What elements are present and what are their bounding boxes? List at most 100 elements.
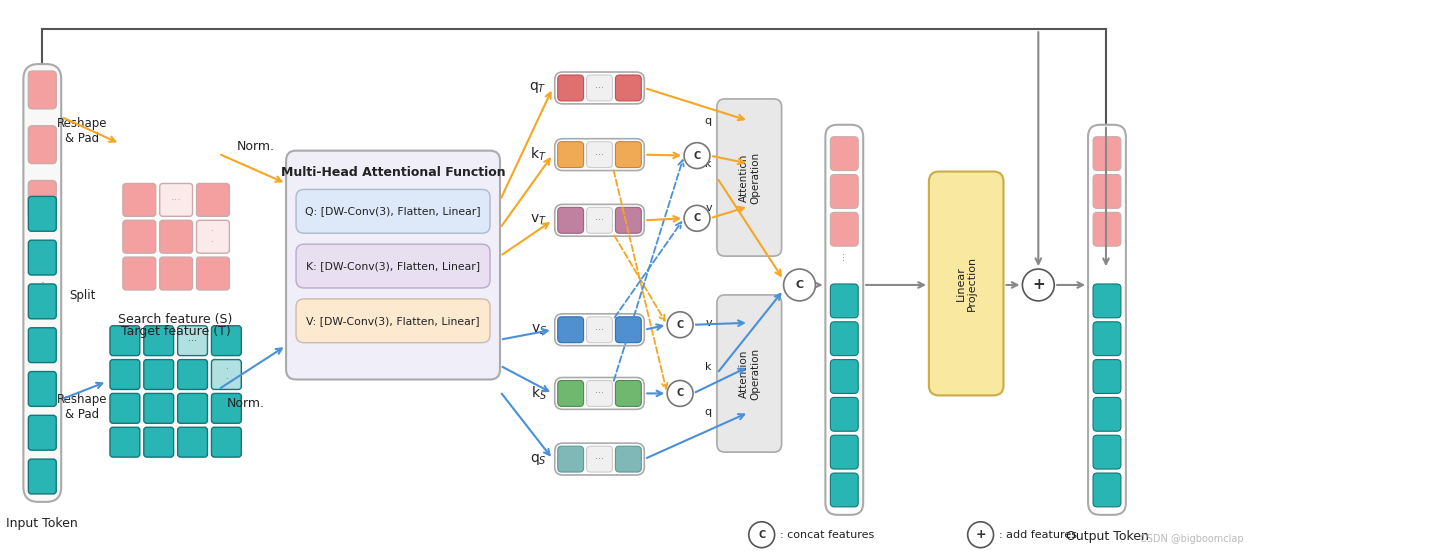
Text: : concat features: : concat features (780, 530, 874, 540)
Text: ···: ··· (595, 150, 604, 160)
FancyBboxPatch shape (557, 446, 583, 472)
FancyBboxPatch shape (29, 196, 56, 231)
Text: C: C (693, 151, 700, 161)
FancyBboxPatch shape (830, 284, 858, 318)
Text: Reshape
& Pad: Reshape & Pad (56, 393, 107, 421)
FancyBboxPatch shape (29, 240, 56, 275)
Text: : add features: : add features (998, 530, 1077, 540)
FancyBboxPatch shape (196, 257, 230, 290)
FancyBboxPatch shape (928, 171, 1004, 396)
FancyBboxPatch shape (110, 326, 140, 355)
FancyBboxPatch shape (554, 72, 644, 104)
FancyBboxPatch shape (557, 75, 583, 101)
FancyBboxPatch shape (586, 317, 612, 343)
FancyBboxPatch shape (178, 427, 208, 457)
FancyBboxPatch shape (586, 208, 612, 233)
FancyBboxPatch shape (123, 184, 156, 217)
Text: Output Token: Output Token (1066, 530, 1148, 543)
FancyBboxPatch shape (1093, 359, 1121, 393)
FancyBboxPatch shape (557, 317, 583, 343)
FancyBboxPatch shape (178, 393, 208, 424)
Text: k$_S$: k$_S$ (531, 384, 547, 402)
Text: q: q (705, 116, 712, 126)
FancyBboxPatch shape (160, 257, 192, 290)
Circle shape (667, 312, 693, 338)
Text: Target feature (T): Target feature (T) (121, 325, 231, 338)
Text: Attention
Operation: Attention Operation (738, 348, 760, 400)
FancyBboxPatch shape (615, 446, 641, 472)
FancyBboxPatch shape (830, 322, 858, 355)
FancyBboxPatch shape (615, 142, 641, 167)
FancyBboxPatch shape (211, 359, 241, 389)
Text: k: k (706, 362, 712, 372)
FancyBboxPatch shape (1093, 137, 1121, 171)
FancyBboxPatch shape (211, 427, 241, 457)
Text: Input Token: Input Token (6, 517, 78, 530)
FancyBboxPatch shape (1093, 397, 1121, 431)
Text: C: C (796, 280, 803, 290)
FancyBboxPatch shape (830, 175, 858, 208)
FancyBboxPatch shape (29, 71, 56, 109)
Text: ···: ··· (188, 336, 196, 346)
FancyBboxPatch shape (29, 459, 56, 494)
FancyBboxPatch shape (830, 137, 858, 171)
FancyBboxPatch shape (110, 393, 140, 424)
FancyBboxPatch shape (830, 213, 858, 246)
FancyBboxPatch shape (178, 326, 208, 355)
FancyBboxPatch shape (144, 427, 173, 457)
FancyBboxPatch shape (557, 208, 583, 233)
Circle shape (749, 522, 774, 547)
Text: v: v (705, 203, 712, 213)
FancyBboxPatch shape (160, 220, 192, 253)
FancyBboxPatch shape (160, 184, 192, 217)
Text: C: C (676, 320, 683, 330)
FancyBboxPatch shape (826, 125, 864, 515)
FancyBboxPatch shape (615, 208, 641, 233)
Text: ···: ··· (170, 195, 182, 205)
Text: v$_S$: v$_S$ (530, 323, 547, 337)
FancyBboxPatch shape (554, 314, 644, 345)
FancyBboxPatch shape (1093, 435, 1121, 469)
FancyBboxPatch shape (830, 435, 858, 469)
Text: Q: [DW-Conv(3), Flatten, Linear]: Q: [DW-Conv(3), Flatten, Linear] (305, 206, 481, 217)
FancyBboxPatch shape (716, 99, 781, 256)
FancyBboxPatch shape (144, 359, 173, 389)
FancyBboxPatch shape (211, 326, 241, 355)
Text: Reshape
& Pad: Reshape & Pad (56, 117, 107, 145)
Text: k: k (706, 158, 712, 169)
FancyBboxPatch shape (1093, 322, 1121, 355)
Text: ···: ··· (595, 388, 604, 398)
FancyBboxPatch shape (29, 372, 56, 406)
FancyBboxPatch shape (144, 393, 173, 424)
FancyBboxPatch shape (110, 359, 140, 389)
FancyBboxPatch shape (586, 381, 612, 406)
Text: v: v (705, 318, 712, 328)
Text: Norm.: Norm. (237, 140, 274, 153)
FancyBboxPatch shape (554, 443, 644, 475)
FancyBboxPatch shape (586, 75, 612, 101)
Text: C: C (693, 213, 700, 223)
Text: q$_T$: q$_T$ (530, 80, 547, 95)
FancyBboxPatch shape (1089, 125, 1126, 515)
Text: ·
·
·: · · · (40, 247, 45, 290)
FancyBboxPatch shape (830, 397, 858, 431)
FancyBboxPatch shape (29, 126, 56, 163)
FancyBboxPatch shape (196, 184, 230, 217)
Text: q$_S$: q$_S$ (530, 451, 547, 466)
Text: C: C (676, 388, 683, 398)
FancyBboxPatch shape (557, 381, 583, 406)
Text: ·
·: · · (211, 226, 215, 248)
Circle shape (784, 269, 816, 301)
FancyBboxPatch shape (557, 142, 583, 167)
Text: +: + (1032, 277, 1044, 292)
Text: v$_T$: v$_T$ (530, 213, 547, 228)
FancyBboxPatch shape (615, 381, 641, 406)
FancyBboxPatch shape (123, 257, 156, 290)
Circle shape (684, 143, 710, 169)
FancyBboxPatch shape (615, 75, 641, 101)
FancyBboxPatch shape (586, 142, 612, 167)
Text: Attention
Operation: Attention Operation (738, 151, 760, 204)
Text: K: [DW-Conv(3), Flatten, Linear]: K: [DW-Conv(3), Flatten, Linear] (306, 261, 479, 271)
Text: ···: ··· (839, 251, 849, 259)
Circle shape (967, 522, 993, 547)
